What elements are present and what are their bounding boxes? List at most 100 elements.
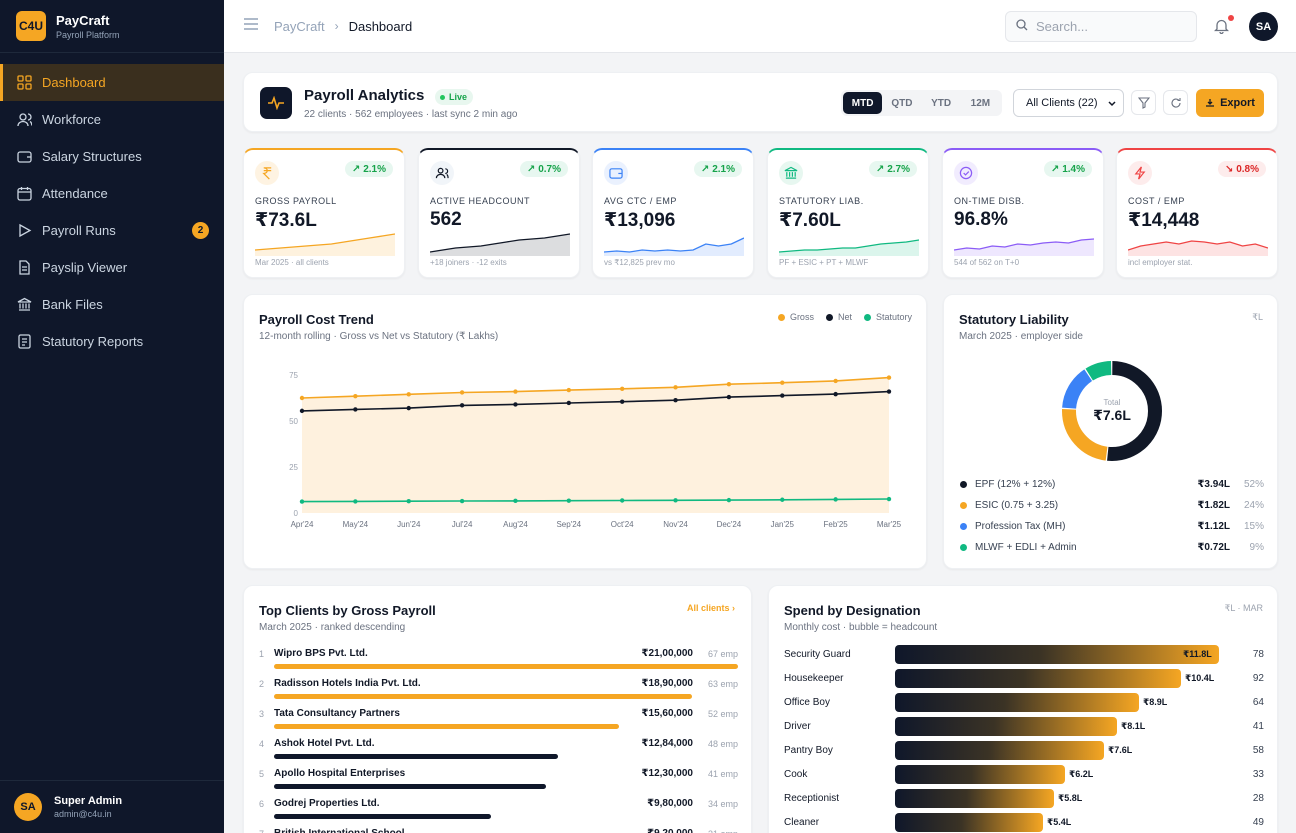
bolt-icon: [1128, 161, 1152, 185]
designation-row[interactable]: Receptionist ₹5.8L 28: [784, 788, 1264, 810]
sidebar-item-dashboard[interactable]: Dashboard: [0, 64, 224, 101]
statutory-percent: 15%: [1243, 520, 1264, 532]
donut-slice: [1062, 361, 1162, 461]
point-statutory: [780, 497, 785, 502]
kpi-card-statutory-liab[interactable]: ↗ 2.7% STATUTORY LIAB. ₹7.60L PF + ESIC + P…: [767, 148, 929, 278]
designation-row[interactable]: Pantry Boy ₹7.6L 58: [784, 740, 1264, 762]
designation-headcount: 28: [1252, 793, 1264, 804]
designation-headcount: 41: [1252, 721, 1264, 732]
designation-bar: [895, 645, 1219, 664]
sidebar-item-label: Salary Structures: [42, 149, 142, 164]
kpi-card-cost-emp[interactable]: ↘ 0.8% COST / EMP ₹14,448 incl employer sta…: [1116, 148, 1278, 278]
client-row[interactable]: 2 Radisson Hotels India Pvt. Ltd. ₹18,90,0…: [259, 677, 738, 707]
search-input[interactable]: [1036, 19, 1186, 34]
client-bar: [274, 814, 491, 819]
designation-row[interactable]: Driver ₹8.1L 41: [784, 716, 1264, 738]
designation-row[interactable]: Cook ₹6.2L 33: [784, 764, 1264, 786]
client-row[interactable]: 7 British International School ₹9,20,000 31…: [259, 827, 738, 833]
designation-name: Pantry Boy: [784, 745, 833, 756]
kpi-sparkline: [1128, 240, 1268, 256]
kpi-sparkline: [255, 233, 395, 256]
legend-statutory[interactable]: Statutory: [863, 312, 912, 322]
sidebar-item-bank-files[interactable]: Bank Files: [0, 286, 224, 323]
point-gross: [726, 382, 732, 387]
trend-title: Payroll Cost Trend: [259, 312, 374, 327]
refresh-button[interactable]: [1163, 90, 1188, 115]
menu-icon[interactable]: [244, 17, 258, 35]
client-row[interactable]: 1 Wipro BPS Pvt. Ltd. ₹21,00,000 67 emp: [259, 647, 738, 677]
kpi-card-on-time-disb[interactable]: ↗ 1.4% ON-TIME DISB. 96.8% 544 of 562 on T+…: [942, 148, 1104, 278]
designation-value: ₹6.2L: [1069, 769, 1094, 779]
sidebar-item-payslip-viewer[interactable]: Payslip Viewer: [0, 249, 224, 286]
point-net: [619, 399, 625, 404]
sidebar-item-salary-structures[interactable]: Salary Structures: [0, 138, 224, 175]
sidebar-item-label: Bank Files: [42, 297, 103, 312]
export-button[interactable]: Export: [1196, 89, 1264, 117]
bell-icon[interactable]: [1213, 18, 1230, 35]
client-row[interactable]: 6 Godrej Properties Ltd. ₹9,80,000 34 emp: [259, 797, 738, 827]
client-bar: [274, 754, 558, 759]
designation-row[interactable]: Cleaner ₹5.4L 49: [784, 812, 1264, 833]
point-statutory: [299, 499, 305, 504]
designation-row[interactable]: Office Boy ₹8.9L 64: [784, 692, 1264, 714]
x-tick-label: Feb'25: [824, 520, 849, 529]
user-email: admin@c4u.in: [54, 809, 112, 819]
kpi-card-gross-payroll[interactable]: ↗ 2.1% GROSS PAYROLL ₹73.6L Mar 2025 · all …: [243, 148, 405, 278]
sidebar-item-workforce[interactable]: Workforce: [0, 101, 224, 138]
designation-name: Housekeeper: [784, 673, 844, 684]
designation-name: Office Boy: [784, 697, 830, 708]
period-switch: MTD QTD YTD 12M: [841, 90, 1002, 116]
point-gross: [459, 390, 465, 395]
client-row[interactable]: 5 Apollo Hospital Enterprises ₹12,30,000 41…: [259, 767, 738, 797]
legend-net[interactable]: Net: [825, 312, 852, 322]
client-rank: 3: [259, 709, 265, 719]
pulse-icon: [260, 87, 292, 119]
kpi-footnote: Mar 2025 · all clients: [255, 258, 329, 267]
sidebar-item-payroll-runs[interactable]: Payroll Runs 2: [0, 212, 224, 249]
nav-badge: 2: [192, 222, 209, 239]
x-tick-label: Sep'24: [556, 520, 581, 529]
report-icon: [16, 334, 32, 350]
period-mtd[interactable]: MTD: [843, 92, 883, 114]
wallet-icon: [16, 149, 32, 165]
spend-subtitle: Monthly cost · bubble = headcount: [784, 622, 938, 633]
kpi-card-active-headcount[interactable]: ↗ 0.7% ACTIVE HEADCOUNT 562 +18 joiners · -…: [418, 148, 580, 278]
designation-row[interactable]: Security Guard ₹11.8L 78: [784, 644, 1264, 666]
y-tick-label: 0: [294, 509, 299, 518]
breadcrumb-root[interactable]: PayCraft: [274, 18, 325, 34]
kpi-value: 96.8%: [954, 209, 1008, 230]
top-clients-card: Top Clients by Gross Payroll March 2025 …: [243, 585, 752, 833]
client-rank: 7: [259, 829, 264, 833]
point-statutory: [406, 499, 411, 504]
statutory-value: ₹1.82L: [1197, 499, 1230, 511]
sidebar-item-label: Attendance: [42, 186, 108, 201]
legend-gross[interactable]: Gross: [777, 312, 814, 322]
client-row[interactable]: 4 Ashok Hotel Pvt. Ltd. ₹12,84,000 48 emp: [259, 737, 738, 767]
sidebar-item-statutory-reports[interactable]: Statutory Reports: [0, 323, 224, 360]
period-ytd[interactable]: YTD: [931, 97, 952, 109]
period-12m[interactable]: 12M: [970, 97, 991, 109]
all-clients-link[interactable]: All clients ›: [686, 603, 735, 613]
designation-row[interactable]: Housekeeper ₹10.4L 92: [784, 668, 1264, 690]
brand[interactable]: C4U PayCraft Payroll Platform: [0, 0, 224, 53]
live-badge: Live: [435, 89, 474, 105]
top-avatar[interactable]: SA: [1249, 12, 1278, 41]
user-profile[interactable]: SA Super Admin admin@c4u.in: [0, 780, 224, 833]
kpi-value: ₹13,096: [604, 210, 676, 231]
designation-name: Receptionist: [784, 793, 840, 804]
search-box[interactable]: [1005, 11, 1197, 42]
point-statutory: [459, 498, 465, 504]
kpi-card-avg-ctc-emp[interactable]: ↗ 2.1% AVG CTC / EMP ₹13,096 vs ₹12,825 pre…: [592, 148, 754, 278]
statutory-percent: 9%: [1249, 541, 1264, 553]
filter-button[interactable]: [1131, 90, 1156, 115]
period-qtd[interactable]: QTD: [891, 97, 913, 109]
designation-name: Cleaner: [784, 817, 820, 828]
statutory-value: ₹1.12L: [1197, 520, 1230, 532]
client-name: Radisson Hotels India Pvt. Ltd.: [274, 678, 421, 689]
sidebar-item-attendance[interactable]: Attendance: [0, 175, 224, 212]
client-select[interactable]: All Clients (22): [1013, 89, 1124, 117]
point-gross: [566, 387, 572, 393]
client-row[interactable]: 3 Tata Consultancy Partners ₹15,60,000 52 e…: [259, 707, 738, 737]
kpi-label: ACTIVE HEADCOUNT: [430, 196, 531, 206]
point-net: [353, 407, 358, 412]
